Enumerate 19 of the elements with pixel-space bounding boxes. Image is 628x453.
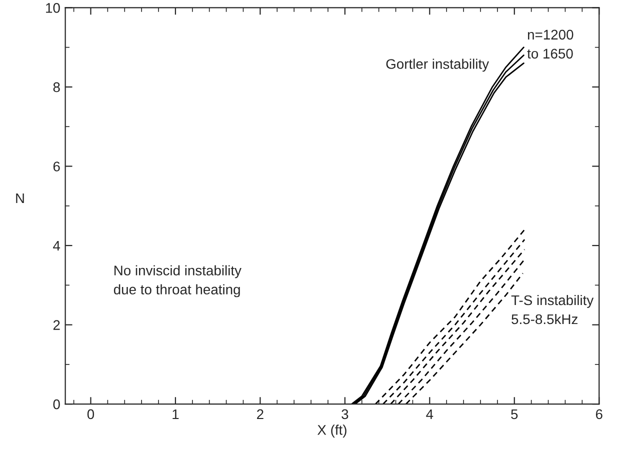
x-tick-label: 4 <box>426 409 434 419</box>
y-tick-label: 8 <box>53 82 60 92</box>
annotation: Gortler instability <box>386 58 489 72</box>
x-tick-label: 3 <box>342 409 348 420</box>
y-tick-label: 4 <box>53 241 60 251</box>
y-axis-title: N <box>16 193 24 204</box>
x-tick-label: 5 <box>511 409 518 420</box>
annotation: T-S instability 5.5-8.5kHz <box>511 294 594 324</box>
y-tick-label: 0 <box>53 399 60 410</box>
y-tick-label: 6 <box>53 162 60 172</box>
x-tick-label: 1 <box>172 409 179 419</box>
x-tick-label: 0 <box>87 409 94 420</box>
y-tick-label: 2 <box>53 320 60 330</box>
y-tick-label: 10 <box>46 3 60 13</box>
x-tick-label: 2 <box>257 409 264 419</box>
annotation: No inviscid instability due to throat heating <box>114 265 242 298</box>
x-tick-label: 6 <box>596 409 602 420</box>
x-axis-title: X (ft) <box>317 424 346 438</box>
annotation: n=1200 to 1650 <box>527 30 574 59</box>
